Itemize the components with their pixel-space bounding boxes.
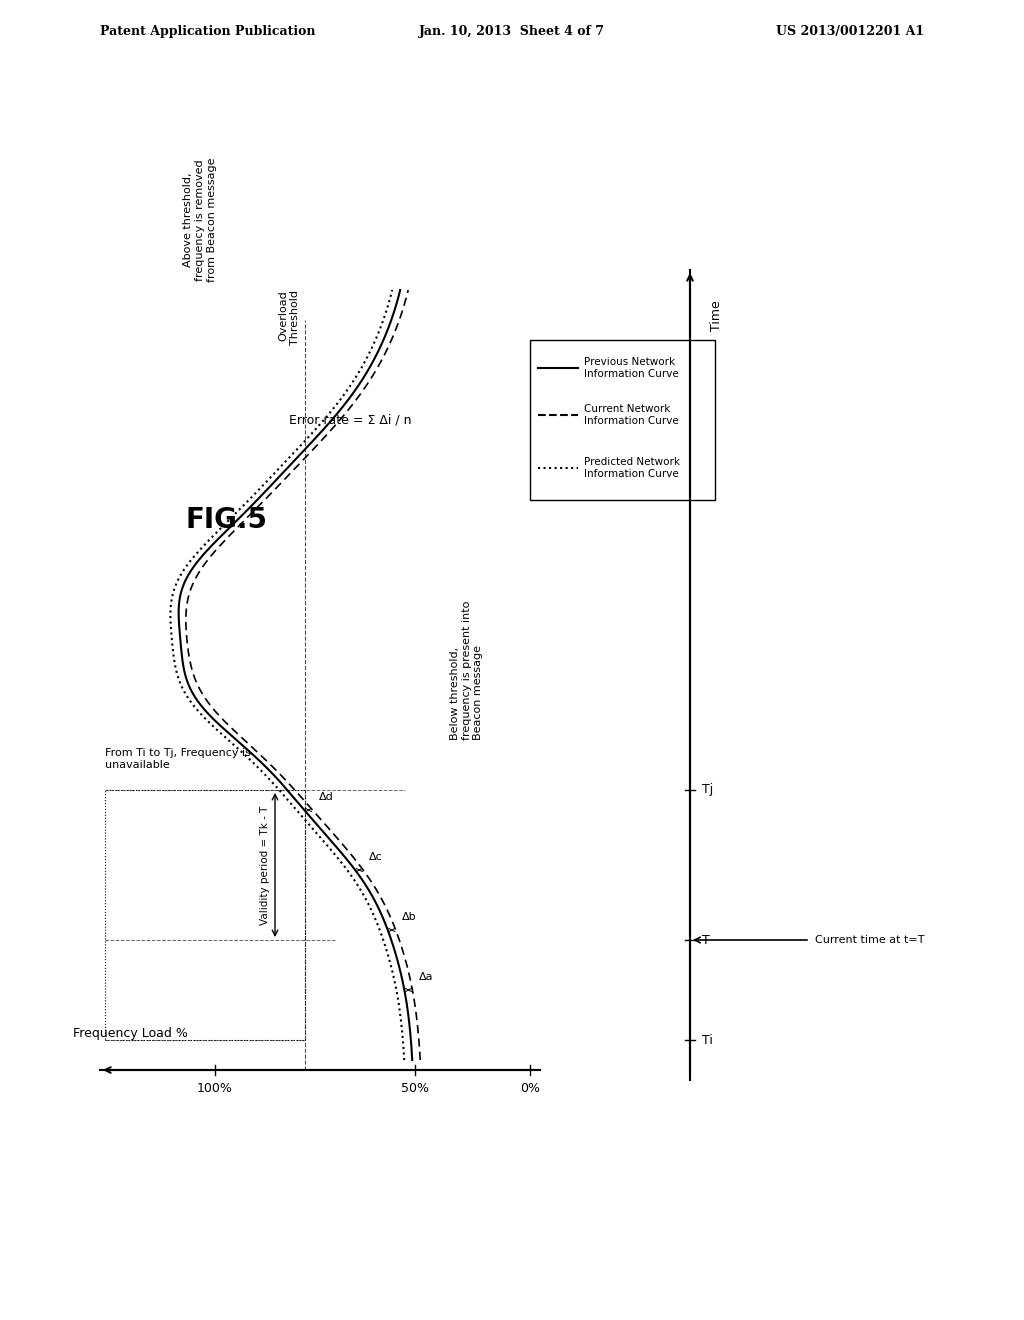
Text: Current time at t=T: Current time at t=T — [815, 935, 925, 945]
Text: Tj: Tj — [702, 784, 714, 796]
Text: Δd: Δd — [318, 792, 333, 803]
Text: FIG.5: FIG.5 — [185, 506, 267, 535]
Text: Ti: Ti — [702, 1034, 713, 1047]
Text: Predicted Network
Information Curve: Predicted Network Information Curve — [584, 457, 680, 479]
Text: Overload
Threshold: Overload Threshold — [279, 290, 300, 345]
Text: Jan. 10, 2013  Sheet 4 of 7: Jan. 10, 2013 Sheet 4 of 7 — [419, 25, 605, 38]
Bar — [530, 341, 715, 500]
Text: Error rate = Σ Δi / n: Error rate = Σ Δi / n — [289, 413, 412, 426]
Text: 100%: 100% — [197, 1082, 232, 1096]
Text: Frequency Load %: Frequency Load % — [73, 1027, 187, 1040]
Text: Current Network
Information Curve: Current Network Information Curve — [584, 404, 679, 426]
Text: Δb: Δb — [401, 912, 417, 921]
Text: Time: Time — [710, 300, 723, 331]
Text: 0%: 0% — [520, 1082, 540, 1096]
Bar — [105, 789, 305, 1040]
Text: Previous Network
Information Curve: Previous Network Information Curve — [584, 358, 679, 379]
Text: T: T — [702, 933, 710, 946]
Text: 50%: 50% — [401, 1082, 429, 1096]
Text: Validity period = Tk - T: Validity period = Tk - T — [260, 805, 270, 925]
Text: Δa: Δa — [419, 972, 433, 982]
Text: Patent Application Publication: Patent Application Publication — [100, 25, 315, 38]
Text: Below threshold,
frequency is present into
Beacon message: Below threshold, frequency is present in… — [450, 601, 483, 739]
Text: US 2013/0012201 A1: US 2013/0012201 A1 — [776, 25, 924, 38]
Text: Δc: Δc — [370, 851, 383, 862]
Text: From Ti to Tj, Frequency is
unavailable: From Ti to Tj, Frequency is unavailable — [105, 748, 251, 770]
Text: Above threshold,
frequency is removed
from Beacon message: Above threshold, frequency is removed fr… — [183, 158, 217, 282]
